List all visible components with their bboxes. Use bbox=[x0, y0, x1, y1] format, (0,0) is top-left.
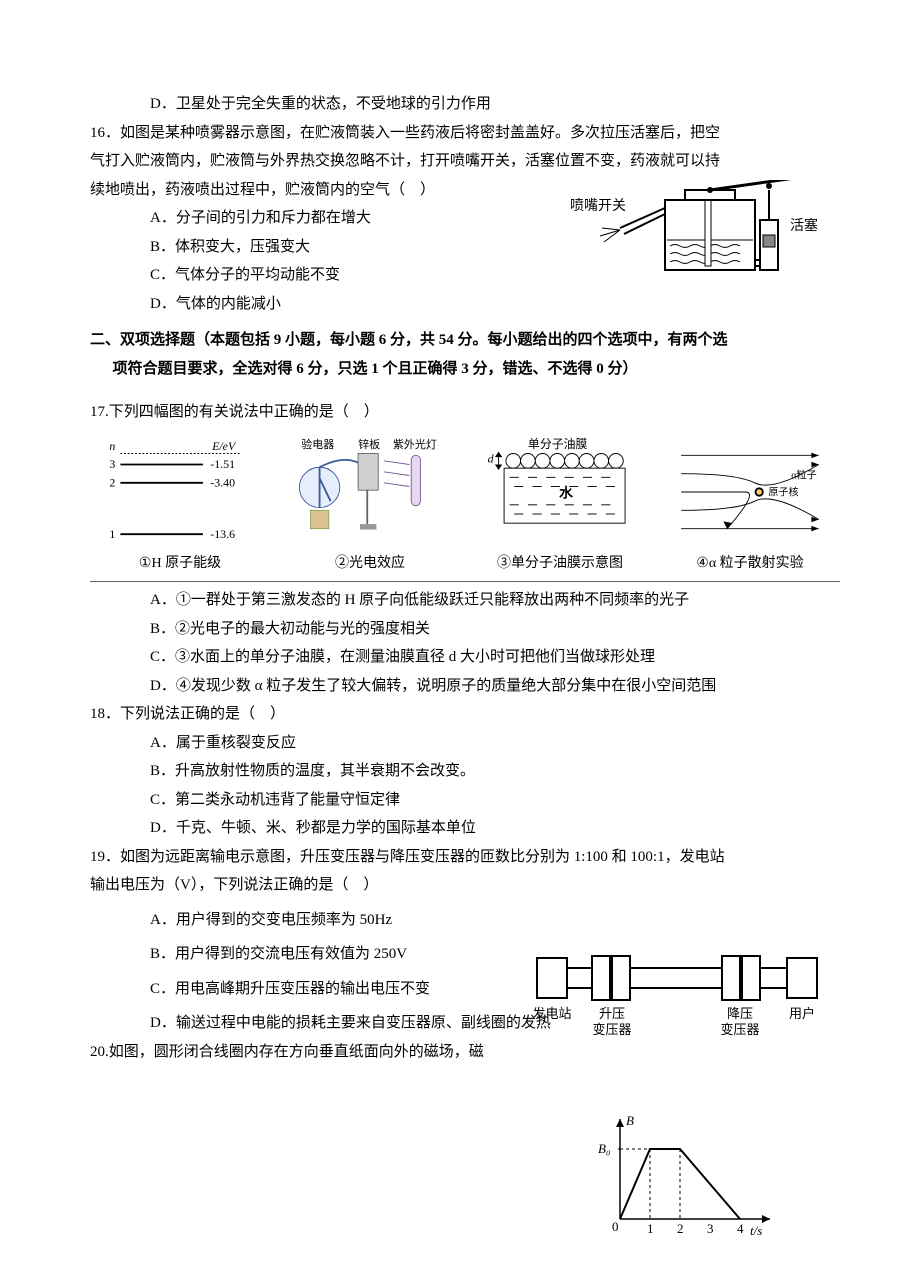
q17-stem: 17.下列四幅图的有关说法中正确的是（ ） bbox=[90, 398, 840, 427]
section2-line2: 项符合题目要求，全选对得 6 分，只选 1 个且正确得 3 分，错选、不选得 0… bbox=[90, 355, 840, 384]
q17-fig3: 单分子油膜 d bbox=[470, 437, 650, 578]
fig1-l3: 3 bbox=[109, 457, 115, 471]
fig2-t3: 紫外光灯 bbox=[393, 437, 437, 451]
q17-figure-row: n E/eV 3 -1.51 2 -3.40 1 -13.6 ①H 原子能级 bbox=[90, 437, 840, 583]
lbl-trans1: 变压器 bbox=[592, 1022, 631, 1037]
q19-opt-a: A．用户得到的交变电压频率为 50Hz bbox=[90, 906, 840, 935]
fig1-e3: -1.51 bbox=[210, 457, 235, 471]
fig1-n: n bbox=[109, 438, 115, 452]
q17-fig3-caption: ③单分子油膜示意图 bbox=[470, 551, 650, 578]
fig1-l1: 1 bbox=[109, 526, 115, 540]
q16-number: 16． bbox=[90, 125, 120, 141]
tick-2: 2 bbox=[677, 1221, 684, 1236]
lbl-down: 降压 bbox=[727, 1006, 753, 1021]
q16-stem-line1: 16．如图是某种喷雾器示意图，在贮液筒装入一些药液后将密封盖盖好。多次拉压活塞后… bbox=[90, 119, 840, 148]
q16-opt-d: D．气体的内能减小 bbox=[90, 290, 840, 319]
q19-stem-line2: 输出电压为（V），下列说法正确的是（ ） bbox=[90, 871, 840, 900]
q17-opt-b: B．②光电子的最大初动能与光的强度相关 bbox=[90, 615, 840, 644]
q19-transmission-diagram: 发电站 升压 变压器 降压 变压器 用户 bbox=[532, 948, 832, 1058]
lbl-gen: 发电站 bbox=[532, 1006, 571, 1021]
q18-opt-b: B．升高放射性物质的温度，其半衰期不会改变。 bbox=[90, 757, 840, 786]
q16-stem-line2: 气打入贮液筒内，贮液筒与外界热交换忽略不计，打开喷嘴开关，活塞位置不变，药液就可… bbox=[90, 147, 840, 176]
q17-fig4: α粒子 原子核 ④α 粒子散射实验 bbox=[660, 437, 840, 578]
q17-opt-a: A．①一群处于第三激发态的 H 原子向低能级跃迁只能释放出两种不同频率的光子 bbox=[90, 586, 840, 615]
section2-heading: 二、双项选择题（本题包括 9 小题，每小题 6 分，共 54 分。每小题给出的四… bbox=[90, 326, 840, 383]
fig3-water: 水 bbox=[559, 484, 573, 500]
fig1-l2: 2 bbox=[109, 475, 115, 489]
svg-text:0: 0 bbox=[612, 1219, 619, 1234]
tick-1: 1 bbox=[647, 1221, 654, 1236]
q18-opt-d: D．千克、牛顿、米、秒都是力学的国际基本单位 bbox=[90, 814, 840, 843]
fig1-e1: -13.6 bbox=[210, 526, 235, 540]
fig2-t2: 锌板 bbox=[358, 437, 380, 451]
lbl-user: 用户 bbox=[789, 1006, 815, 1021]
fig1-e2: -3.40 bbox=[210, 475, 235, 489]
q18-stem: 18．下列说法正确的是（ ） bbox=[90, 700, 840, 729]
fig4-t2: 原子核 bbox=[768, 485, 798, 498]
q18-opt-a: A．属于重核裂变反应 bbox=[90, 729, 840, 758]
q16-stem1-text: 如图是某种喷雾器示意图，在贮液筒装入一些药液后将密封盖盖好。多次拉压活塞后，把空 bbox=[120, 125, 720, 141]
lbl-trans2: 变压器 bbox=[720, 1022, 759, 1037]
lbl-up: 升压 bbox=[599, 1006, 625, 1021]
q15-opt-d: D．卫星处于完全失重的状态，不受地球的引力作用 bbox=[90, 90, 840, 119]
q20-bt-graph: B B₀ t/s 0 1 2 3 4 bbox=[590, 1109, 780, 1239]
section2-line1: 二、双项选择题（本题包括 9 小题，每小题 6 分，共 54 分。每小题给出的四… bbox=[90, 332, 728, 348]
q18-opt-c: C．第二类永动机违背了能量守恒定律 bbox=[90, 786, 840, 815]
tick-4: 4 bbox=[737, 1221, 744, 1236]
fig1-E: E/eV bbox=[211, 438, 237, 452]
q17-fig4-caption: ④α 粒子散射实验 bbox=[660, 551, 840, 578]
label-piston: 活塞 bbox=[790, 217, 818, 234]
q17-opt-c: C．③水面上的单分子油膜，在测量油膜直径 d 大小时可把他们当做球形处理 bbox=[90, 643, 840, 672]
q17-fig2-caption: ②光电效应 bbox=[280, 551, 460, 578]
fig3-t1: 单分子油膜 bbox=[528, 437, 588, 451]
label-nozzle: 喷嘴开关 bbox=[570, 198, 626, 214]
axis-B0: B₀ bbox=[598, 1141, 610, 1156]
q17-fig2: 验电器 锌板 紫外光灯 ②光电效应 bbox=[280, 437, 460, 578]
q17-fig1-caption: ①H 原子能级 bbox=[90, 551, 270, 578]
q17-opt-d: D．④发现少数 α 粒子发生了较大偏转，说明原子的质量绝大部分集中在很小空间范围 bbox=[90, 672, 840, 701]
fig2-t1: 验电器 bbox=[301, 437, 334, 451]
axis-t: t/s bbox=[750, 1223, 762, 1238]
tick-3: 3 bbox=[707, 1221, 714, 1236]
q19-stem-line1: 19．如图为远距离输电示意图，升压变压器与降压变压器的匝数比分别为 1:100 … bbox=[90, 843, 840, 872]
fig4-t1: α粒子 bbox=[791, 468, 816, 481]
q16-spray-diagram: 喷嘴开关 活塞 bbox=[560, 180, 830, 290]
axis-B: B bbox=[626, 1113, 634, 1128]
fig3-d: d bbox=[488, 451, 494, 465]
q17-fig1: n E/eV 3 -1.51 2 -3.40 1 -13.6 ①H 原子能级 bbox=[90, 437, 270, 578]
